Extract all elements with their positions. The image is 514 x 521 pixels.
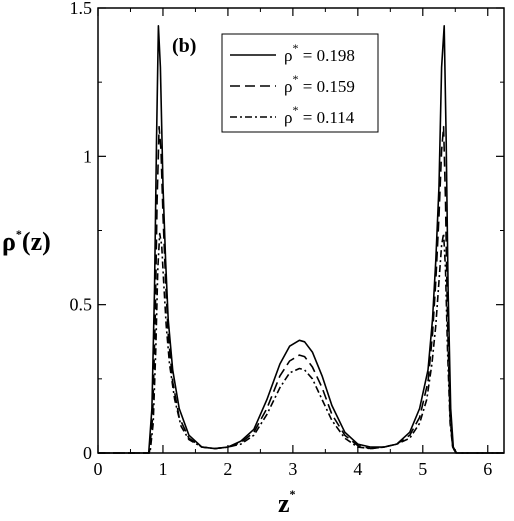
x-tick-label: 4 [353,459,362,479]
series-line-1 [98,24,504,454]
series-line-2 [98,125,504,454]
legend-label-3: ρ* = 0.114 [284,103,355,127]
legend-value: = 0.159 [298,77,354,96]
y-tick-label: 1.5 [70,0,93,18]
x-tick-label: 1 [158,459,167,479]
plot-frame [97,7,505,454]
ticks-layer: 0 1 2 3 4 5 6 0 0.5 1 1.5 [70,0,504,479]
x-tick-label: 5 [418,459,427,479]
y-tick-label: 0.5 [70,295,93,315]
y-axis-label-symbol: ρ [2,227,16,256]
legend-box [221,33,379,133]
legend-symbol: ρ [284,46,292,65]
x-axis-label-symbol: z [278,489,290,518]
x-tick-label: 2 [223,459,232,479]
series-layer [98,24,504,454]
legend-superscript: * [292,41,298,55]
y-tick-label: 0 [83,443,92,463]
x-axis-label: z* [278,487,296,518]
legend-symbol: ρ [284,77,292,96]
y-tick-label: 1 [83,146,92,166]
y-axis-label-suffix: (z) [22,227,51,256]
panel-label: (b) [172,35,196,57]
x-tick-label: 0 [94,459,103,479]
legend-superscript: * [292,72,298,86]
x-tick-label: 3 [288,459,297,479]
legend-superscript: * [292,103,298,117]
y-axis-label: ρ*(z) [2,227,51,256]
y-axis-label-superscript: * [16,227,22,241]
legend-value: = 0.198 [298,46,354,65]
x-tick-label: 6 [483,459,492,479]
legend-label-2: ρ* = 0.159 [284,72,355,96]
series-line-3 [98,232,504,454]
legend-value: = 0.114 [298,108,354,127]
x-axis-label-superscript: * [290,487,296,501]
legend-label-1: ρ* = 0.198 [284,41,355,65]
legend-symbol: ρ [284,108,292,127]
